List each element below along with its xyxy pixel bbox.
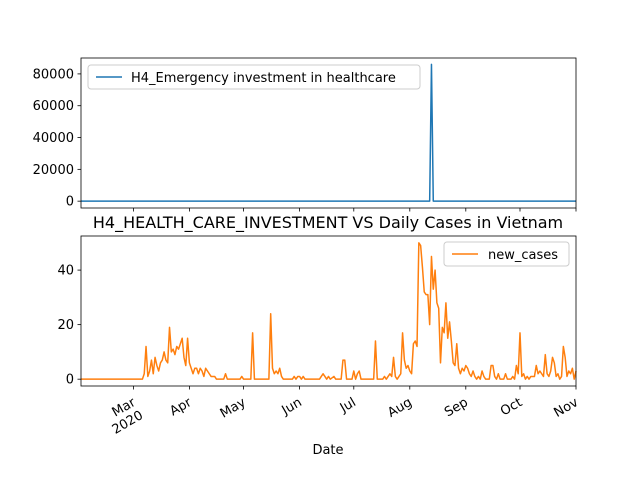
top-legend: H4_Emergency investment in healthcare xyxy=(87,64,421,90)
bottom-plot-frame xyxy=(80,235,577,387)
bottom-legend: new_cases xyxy=(443,241,570,267)
bottom-series-lines xyxy=(81,242,577,380)
x-tick-label: Jul xyxy=(337,395,359,416)
top-y-tick-label: 80000 xyxy=(33,67,74,82)
top-x-ticks xyxy=(132,208,577,212)
bottom-y-tick-label: 0 xyxy=(66,373,74,388)
bottom-subplot: H4_HEALTH_CARE_INVESTMENT VS Daily Cases… xyxy=(57,213,581,458)
bottom-y-ticks: 0 20 40 xyxy=(57,264,81,388)
top-y-tick-label: 60000 xyxy=(33,99,74,114)
top-legend-box xyxy=(87,64,421,90)
top-y-tick-label: 40000 xyxy=(33,131,74,146)
chart-title: H4_HEALTH_CARE_INVESTMENT VS Daily Cases… xyxy=(93,213,563,233)
top-legend-label: H4_Emergency investment in healthcare xyxy=(131,71,396,86)
bottom-series-line xyxy=(81,242,577,380)
top-y-ticks: 0 20000 40000 60000 80000 xyxy=(33,67,81,210)
bottom-y-tick-label: 20 xyxy=(57,318,74,333)
top-subplot: 0 20000 40000 60000 80000 H4_Emergency inves… xyxy=(33,57,577,212)
top-plot-frame xyxy=(80,57,577,209)
x-axis-label: Date xyxy=(312,443,343,458)
top-y-tick-label: 0 xyxy=(66,195,74,210)
top-series-line xyxy=(81,63,576,202)
top-series-lines xyxy=(81,63,576,202)
bottom-y-tick-label: 40 xyxy=(57,264,74,279)
bottom-legend-box xyxy=(443,241,570,267)
bottom-legend-label: new_cases xyxy=(488,248,558,263)
top-y-tick-label: 20000 xyxy=(33,163,74,178)
